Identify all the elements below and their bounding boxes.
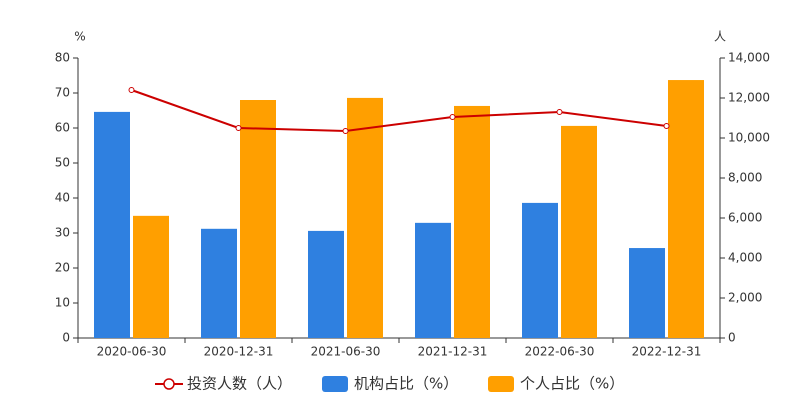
line-point xyxy=(663,123,670,129)
y-tick-label: 50 xyxy=(55,156,70,170)
x-tick-label: 2022-06-30 xyxy=(525,345,595,359)
legend-label: 投资人数（人） xyxy=(187,375,292,393)
y2-tick-label: 2,000 xyxy=(728,291,762,305)
legend-swatch xyxy=(488,376,514,392)
y2-tick-label: 4,000 xyxy=(728,251,762,265)
bar xyxy=(454,105,490,338)
line-point xyxy=(128,87,135,93)
y-tick-label: 80 xyxy=(55,51,70,65)
legend-marker xyxy=(163,378,175,390)
legend-label: 个人占比（%） xyxy=(520,375,624,393)
bar xyxy=(240,100,276,338)
legend-item[interactable]: 机构占比（%） xyxy=(322,375,458,393)
legend-swatch xyxy=(322,376,348,392)
bar xyxy=(133,215,169,338)
line-point xyxy=(235,125,242,131)
legend: 投资人数（人） 机构占比（%） 个人占比（%） xyxy=(155,375,624,393)
line-point xyxy=(449,114,456,120)
legend-item[interactable]: 投资人数（人） xyxy=(155,375,292,393)
y2-tick-label: 14,000 xyxy=(728,51,770,65)
x-tick-label: 2020-06-30 xyxy=(97,345,167,359)
y-tick-label: 60 xyxy=(55,121,70,135)
y2-tick-label: 10,000 xyxy=(728,131,770,145)
bar xyxy=(629,248,665,338)
bar xyxy=(415,222,451,338)
y2-tick-label: 8,000 xyxy=(728,171,762,185)
y-tick-label: 40 xyxy=(55,191,70,205)
y-tick-label: 10 xyxy=(55,296,70,310)
y-axis-unit: % xyxy=(74,30,85,44)
y2-tick-label: 12,000 xyxy=(728,91,770,105)
legend-item[interactable]: 个人占比（%） xyxy=(488,375,624,393)
bar xyxy=(522,202,558,338)
y2-tick-label: 6,000 xyxy=(728,211,762,225)
bar xyxy=(308,230,344,338)
bar xyxy=(347,97,383,339)
y-tick-label: 0 xyxy=(62,331,70,345)
y-tick-label: 70 xyxy=(55,86,70,100)
y2-tick-label: 0 xyxy=(728,331,736,345)
y2-axis-unit: 人 xyxy=(714,30,726,44)
line-point xyxy=(342,128,349,134)
x-tick-label: 2020-12-31 xyxy=(204,345,274,359)
bar xyxy=(201,228,237,338)
legend-label: 机构占比（%） xyxy=(354,375,458,393)
line xyxy=(131,89,667,133)
bar xyxy=(561,125,597,339)
x-tick-label: 2021-06-30 xyxy=(311,345,381,359)
y-tick-label: 30 xyxy=(55,226,70,240)
x-tick-label: 2022-12-31 xyxy=(632,345,702,359)
x-tick-label: 2021-12-31 xyxy=(418,345,488,359)
y-tick-label: 20 xyxy=(55,261,70,275)
line-point xyxy=(556,109,563,115)
bar xyxy=(94,111,130,339)
bar xyxy=(668,80,704,339)
